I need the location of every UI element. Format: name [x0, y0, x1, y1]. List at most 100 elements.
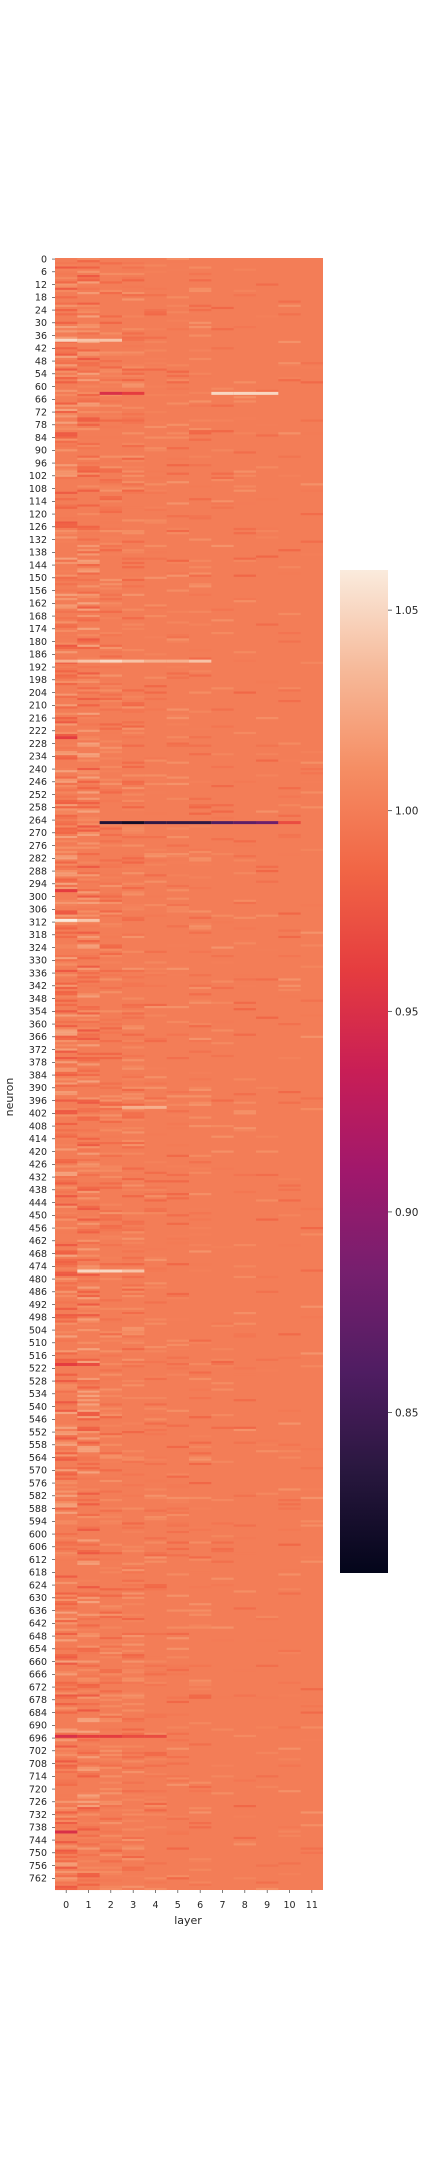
heatmap-cell	[166, 1197, 189, 1200]
heatmap-cell	[77, 1348, 100, 1351]
heatmap-cell	[99, 1154, 122, 1157]
heatmap-cell	[189, 1624, 212, 1627]
heatmap-cell	[144, 1790, 167, 1793]
y-tick-label: 60	[35, 382, 47, 393]
heatmap-cell	[144, 421, 167, 424]
heatmap-cell	[55, 1681, 78, 1684]
heatmap-cell	[99, 1626, 122, 1629]
heatmap-cell	[77, 1044, 100, 1047]
heatmap-cell	[166, 1122, 189, 1126]
heatmap-cell	[77, 455, 100, 458]
heatmap-cell	[77, 1033, 100, 1036]
heatmap-cell	[55, 353, 78, 356]
heatmap-cell	[55, 606, 78, 609]
heatmap-cell	[77, 1860, 100, 1863]
heatmap-cell	[55, 846, 78, 849]
heatmap-cell	[233, 1033, 256, 1036]
heatmap-cell	[99, 506, 122, 509]
heatmap-cell	[144, 1462, 167, 1466]
y-tick-label: 576	[29, 1478, 47, 1489]
heatmap-cell	[233, 691, 256, 694]
heatmap-cell	[77, 1063, 100, 1066]
heatmap-cell	[256, 555, 279, 558]
heatmap-cell	[211, 387, 234, 390]
heatmap-cell	[144, 385, 167, 388]
heatmap-cell	[122, 1794, 145, 1797]
heatmap-cell	[55, 1524, 78, 1527]
heatmap-cell	[77, 910, 100, 913]
heatmap-cell	[77, 349, 100, 352]
heatmap-cell	[122, 1139, 145, 1143]
heatmap-cell	[166, 974, 189, 977]
heatmap-cell	[77, 615, 100, 618]
heatmap-cell	[99, 925, 122, 928]
heatmap-cell	[99, 1879, 122, 1882]
heatmap-cell	[211, 816, 234, 820]
heatmap-cell	[233, 899, 256, 902]
heatmap-cell	[99, 799, 122, 803]
heatmap-cell	[122, 623, 145, 626]
heatmap-cell	[166, 1356, 189, 1359]
heatmap-cell	[55, 984, 78, 987]
heatmap-cell	[55, 1280, 78, 1283]
heatmap-cell	[189, 1023, 212, 1026]
heatmap-cell	[55, 1267, 78, 1270]
heatmap-cell	[99, 874, 122, 877]
heatmap-cell	[300, 1560, 323, 1563]
heatmap-cell	[55, 1380, 78, 1383]
heatmap-cell	[77, 1074, 100, 1077]
y-tick-label: 582	[29, 1491, 47, 1502]
heatmap-cell	[55, 617, 78, 620]
heatmap-cell	[99, 272, 122, 276]
heatmap-cell	[122, 1764, 145, 1767]
heatmap-cell	[144, 483, 167, 486]
heatmap-cell	[189, 661, 212, 664]
y-tick-label: 378	[29, 1058, 47, 1069]
heatmap-cell	[122, 765, 145, 769]
heatmap-cell	[55, 1137, 78, 1140]
heatmap-cell	[55, 1798, 78, 1801]
heatmap-cell	[211, 1764, 234, 1767]
heatmap-cell	[122, 1620, 145, 1623]
heatmap-cell	[166, 436, 189, 439]
heatmap-cell	[99, 1792, 122, 1795]
heatmap-cell	[55, 850, 78, 854]
heatmap-cell	[122, 364, 145, 367]
heatmap-cell	[77, 544, 100, 548]
heatmap-cell	[55, 1662, 78, 1665]
heatmap-cell	[55, 921, 78, 924]
heatmap-cell	[122, 719, 145, 722]
heatmap-cell	[300, 999, 323, 1002]
heatmap-cell	[166, 1511, 189, 1514]
heatmap-cell	[122, 540, 145, 543]
heatmap-cell	[55, 517, 78, 520]
heatmap-cell	[77, 640, 100, 643]
heatmap-cell	[99, 1165, 122, 1168]
heatmap-cell	[189, 566, 212, 569]
heatmap-cell	[122, 413, 145, 416]
heatmap-cell	[300, 1496, 323, 1500]
heatmap-cell	[55, 1133, 78, 1136]
heatmap-cell	[122, 1250, 145, 1253]
heatmap-cell	[256, 1443, 279, 1446]
heatmap-cell	[189, 910, 212, 913]
heatmap-cell	[211, 502, 234, 505]
heatmap-cell	[189, 374, 212, 378]
heatmap-cell	[189, 1822, 212, 1825]
heatmap-cell	[77, 1673, 100, 1676]
heatmap-cell	[55, 1161, 78, 1164]
heatmap-cell	[144, 604, 167, 607]
heatmap-cell	[77, 542, 100, 545]
heatmap-cell	[144, 1407, 167, 1410]
y-tick-label: 324	[29, 943, 47, 954]
heatmap-cell	[122, 1358, 145, 1361]
heatmap-cell	[144, 1809, 167, 1812]
heatmap-cell	[99, 980, 122, 983]
heatmap-cell	[278, 1826, 301, 1829]
heatmap-cell	[189, 691, 212, 694]
heatmap-cell	[166, 1057, 189, 1060]
heatmap-cell	[77, 1826, 100, 1829]
heatmap-cell	[166, 1295, 189, 1298]
heatmap-cell	[278, 1503, 301, 1506]
heatmap-cell	[189, 925, 212, 928]
